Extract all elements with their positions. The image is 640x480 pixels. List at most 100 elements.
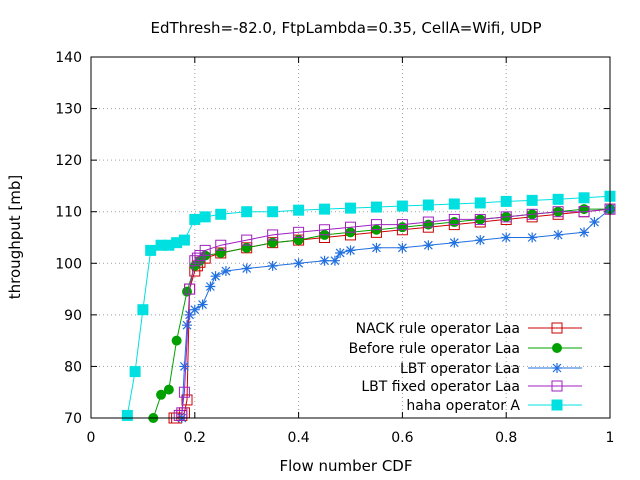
x-tick-label: 0.6: [391, 430, 413, 446]
y-tick-label: 110: [55, 205, 82, 221]
x-tick-label: 0: [87, 430, 96, 446]
data-point: [163, 239, 175, 251]
data-point: [345, 245, 356, 256]
data-point: [579, 204, 590, 215]
data-point: [182, 286, 193, 297]
data-point: [397, 222, 408, 233]
data-point: [329, 255, 340, 266]
data-point: [345, 202, 356, 214]
x-axis-label: Flow number CDF: [280, 457, 413, 475]
data-point: [345, 221, 356, 233]
data-point: [578, 192, 590, 204]
data-point: [215, 239, 227, 251]
data-point: [199, 211, 211, 223]
data-point: [156, 389, 167, 400]
data-point: [293, 226, 305, 238]
x-tick-label: 0.2: [184, 430, 206, 446]
data-point: [241, 263, 252, 274]
chart-title: EdThresh=-82.0, FtpLambda=0.35, CellA=Wi…: [151, 19, 542, 37]
data-point: [173, 409, 185, 421]
data-point: [422, 199, 434, 211]
data-point: [448, 198, 460, 210]
data-point: [197, 299, 208, 310]
data-point: [241, 234, 253, 246]
y-tick-label: 130: [55, 102, 82, 118]
data-point: [184, 283, 196, 295]
data-point: [500, 211, 512, 223]
y-axis-label: throughput [mb]: [6, 175, 24, 299]
data-point: [552, 193, 564, 205]
axis-ticks: 0 0.2 0.4 0.6 0.8 1 70 80 90 100 110 120 130 140: [55, 50, 614, 446]
series-lines: [121, 190, 616, 424]
data-point: [129, 366, 141, 378]
data-point: [589, 217, 600, 228]
data-point: [163, 384, 174, 395]
data-point: [396, 200, 408, 212]
data-point: [215, 208, 227, 220]
legend-marker: [551, 322, 563, 334]
data-point: [178, 386, 190, 398]
data-point: [293, 235, 304, 246]
data-point: [210, 271, 221, 282]
data-point: [578, 206, 590, 218]
data-point: [199, 244, 211, 256]
data-point: [552, 206, 564, 218]
x-tick-label: 1: [606, 430, 615, 446]
y-tick-label: 90: [64, 308, 82, 324]
legend-label: LBT operator Laa: [400, 361, 520, 377]
data-point: [184, 309, 195, 320]
data-point: [171, 335, 182, 346]
data-point: [474, 197, 486, 209]
y-tick-label: 100: [55, 256, 82, 272]
data-point: [171, 237, 183, 249]
data-point: [475, 235, 486, 246]
data-point: [215, 247, 226, 258]
x-tick-label: 0.8: [495, 430, 517, 446]
legend-marker: [552, 343, 562, 353]
data-point: [145, 244, 157, 256]
y-tick-label: 120: [55, 153, 82, 169]
data-point: [267, 229, 279, 241]
legend-label: haha operator A: [406, 398, 520, 414]
data-point: [182, 320, 193, 331]
data-point: [422, 216, 434, 228]
data-point: [526, 208, 538, 220]
data-point: [319, 224, 331, 236]
grid-lines: [91, 57, 610, 418]
y-tick-label: 140: [55, 50, 82, 66]
x-tick-label: 0.4: [287, 430, 309, 446]
data-point: [527, 232, 538, 243]
data-point: [293, 204, 305, 216]
data-point: [396, 219, 408, 231]
data-point: [241, 242, 252, 253]
data-point: [178, 234, 190, 246]
data-point: [423, 219, 434, 230]
legend: NACK rule operator Laa Before rule operat…: [349, 321, 582, 414]
data-point: [371, 242, 382, 253]
data-point: [267, 237, 278, 248]
y-tick-label: 70: [64, 411, 82, 427]
legend-label: NACK rule operator Laa: [356, 321, 520, 337]
data-point: [137, 304, 149, 316]
data-point: [189, 304, 200, 315]
data-point: [553, 229, 564, 240]
data-point: [267, 206, 279, 218]
data-point: [241, 206, 253, 218]
series-4: [173, 203, 616, 421]
legend-label: LBT fixed operator Laa: [361, 379, 520, 395]
data-point: [191, 252, 203, 264]
data-point: [121, 409, 133, 421]
data-point: [370, 219, 382, 231]
plot-frame: [90, 56, 611, 419]
data-point: [205, 281, 216, 292]
data-point: [449, 217, 460, 228]
data-point: [579, 227, 590, 238]
data-point: [474, 213, 486, 225]
data-point: [319, 203, 331, 215]
data-point: [179, 361, 190, 372]
data-point: [500, 195, 512, 207]
data-point: [155, 239, 167, 251]
data-point: [189, 213, 201, 225]
data-point: [449, 237, 460, 248]
